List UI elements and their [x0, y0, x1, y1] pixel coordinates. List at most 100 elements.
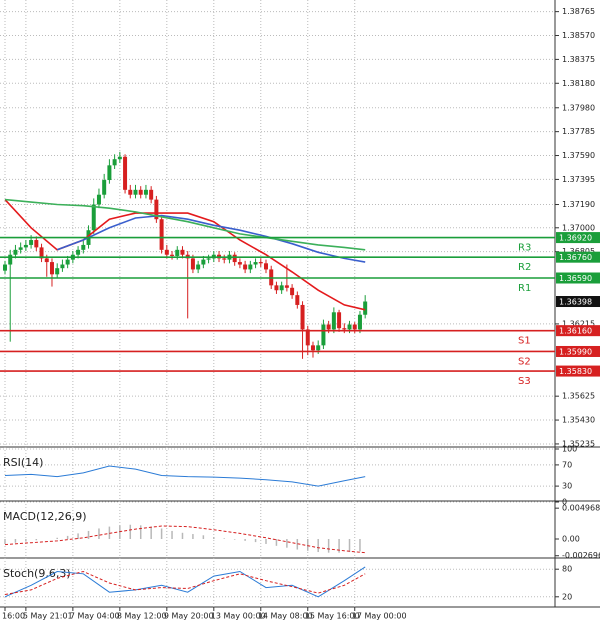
candle-body — [60, 264, 65, 269]
candle-body — [159, 219, 164, 250]
level-price: 1.36920 — [559, 234, 592, 243]
candle-body — [117, 156, 122, 160]
y-tick-label: 1.37000 — [562, 223, 595, 232]
candle-body — [232, 254, 237, 263]
candle-body — [352, 324, 357, 330]
y-tick-label: 1.36215 — [562, 319, 595, 328]
candle-body — [258, 262, 263, 264]
candle-body — [81, 244, 86, 250]
level-name: S3 — [518, 376, 531, 387]
candle-body — [295, 295, 300, 305]
candle-body — [196, 264, 201, 270]
candle-body — [128, 189, 133, 195]
x-tick-label: 5 May 21:01 — [23, 612, 73, 621]
y-tick-label: 20 — [562, 592, 572, 601]
level-price: 1.36160 — [559, 327, 592, 336]
x-tick-label: 8 May 12:00 — [117, 612, 167, 621]
level-price: 1.36760 — [559, 253, 592, 262]
candle-body — [65, 259, 70, 265]
x-tick-label: 16:00 — [2, 612, 25, 621]
candle-body — [264, 263, 268, 270]
level-name: R3 — [518, 243, 531, 254]
y-tick-label: 1.37190 — [562, 200, 595, 209]
x-tick-label: 14 May 08:00 — [258, 612, 313, 621]
indicator-line — [4, 566, 366, 598]
y-tick-label: 1.37980 — [562, 103, 595, 112]
candle-body — [363, 301, 368, 315]
y-tick-label: 1.35625 — [562, 392, 595, 401]
level-name: S2 — [518, 356, 531, 367]
current-price: 1.36398 — [559, 298, 592, 307]
candle-body — [190, 258, 195, 270]
candle-body — [300, 304, 305, 330]
y-tick-label: 0.00 — [562, 535, 580, 544]
y-tick-label: 1.35235 — [562, 439, 595, 448]
y-tick-label: 1.38765 — [562, 7, 595, 16]
candle-body — [154, 199, 159, 220]
candle-body — [23, 244, 28, 248]
candle-body — [170, 254, 175, 256]
candle-body — [102, 180, 107, 195]
candle-body — [274, 285, 279, 291]
level-box — [556, 232, 600, 244]
candle-body — [331, 312, 336, 330]
y-tick-label: 1.38570 — [562, 31, 595, 40]
x-tick-label: 9 May 20:00 — [164, 612, 214, 621]
candle-body — [305, 329, 310, 346]
level-name: S1 — [518, 336, 531, 347]
candle-body — [180, 249, 185, 255]
indicator-line — [4, 525, 366, 554]
candle-body — [3, 264, 7, 271]
candle-body — [8, 254, 13, 265]
candle-body — [279, 285, 284, 291]
y-tick-label: 80 — [562, 565, 572, 574]
candle-body — [206, 258, 211, 260]
candle-body — [316, 345, 321, 351]
candle-body — [76, 249, 81, 255]
level-box — [556, 272, 600, 284]
y-tick-label: 0 — [562, 498, 567, 507]
candle-body — [243, 264, 248, 270]
candle-body — [123, 156, 128, 190]
candle-body — [237, 262, 242, 265]
candle-body — [112, 159, 117, 166]
candle-body — [248, 264, 253, 270]
candle-body — [91, 204, 96, 231]
candle-body — [175, 249, 180, 256]
x-tick-label: 13 May 00:00 — [211, 612, 266, 621]
candle-body — [107, 165, 112, 181]
level-box — [556, 345, 600, 357]
current-price-box — [556, 296, 600, 308]
y-tick-label: 70 — [562, 460, 572, 469]
candle-body — [138, 189, 143, 195]
candle-body — [44, 258, 49, 263]
candle-body — [34, 240, 39, 248]
candle-body — [39, 247, 44, 259]
x-tick-label: 17 May 00:00 — [352, 612, 407, 621]
candle-body — [55, 268, 60, 275]
indicator-line — [4, 198, 366, 251]
level-box — [556, 325, 600, 337]
candle-body — [96, 194, 101, 205]
indicator-title: RSI(14) — [3, 456, 43, 469]
y-tick-label: 30 — [562, 482, 572, 491]
candle-body — [342, 328, 347, 330]
candle-body — [13, 249, 18, 255]
level-name: R2 — [518, 262, 531, 273]
y-tick-label: 0.004968 — [562, 504, 600, 513]
candle-body — [310, 345, 315, 351]
candle-body — [164, 249, 169, 255]
level-price: 1.35990 — [559, 347, 592, 356]
candle-body — [253, 262, 258, 265]
candle-body — [357, 314, 362, 330]
indicator-line — [56, 214, 366, 263]
x-tick-label: 15 May 16:00 — [305, 612, 360, 621]
candle-body — [18, 247, 23, 250]
y-tick-label: 1.38180 — [562, 79, 595, 88]
indicator-line — [4, 570, 366, 595]
candle-body — [49, 262, 54, 275]
y-tick-label: -0.002696 — [562, 551, 600, 560]
y-tick-label: 1.37590 — [562, 151, 595, 160]
